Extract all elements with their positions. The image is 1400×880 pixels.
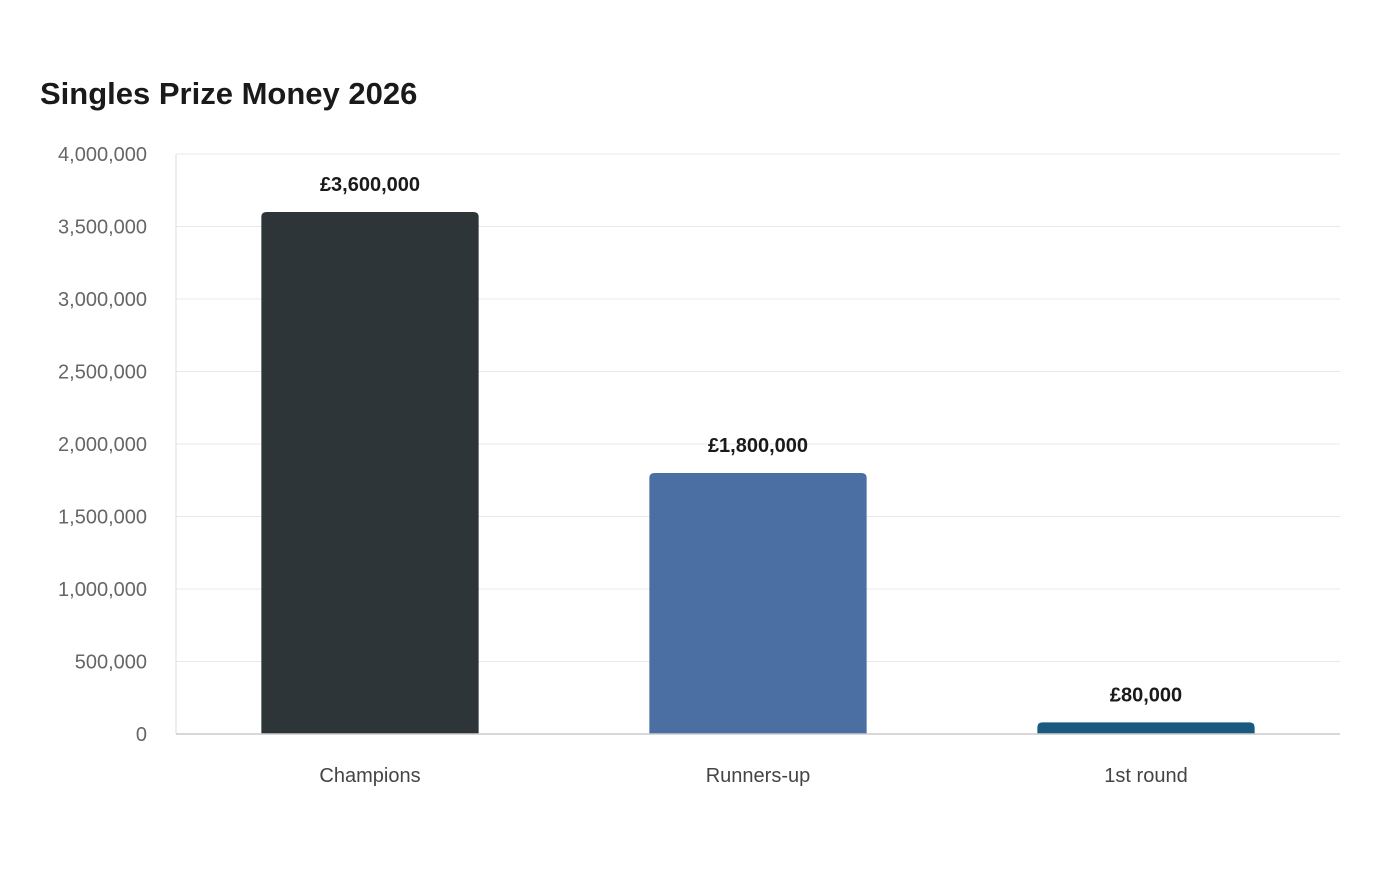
data-labels: £3,600,000 £1,800,000 £80,000 (320, 174, 1182, 706)
y-tick-label: 1,000,000 (58, 579, 147, 601)
data-label: £3,600,000 (320, 174, 420, 196)
y-tick-label: 1,500,000 (58, 507, 147, 529)
data-label: £1,800,000 (708, 435, 808, 457)
y-tick-label: 2,000,000 (58, 434, 147, 456)
y-tick-label: 0 (136, 724, 147, 746)
chart-title: Singles Prize Money 2026 (40, 76, 418, 111)
x-axis-categories: Champions Runners-up 1st round (319, 765, 1187, 787)
y-axis-ticks: 0 500,000 1,000,000 1,500,000 2,000,000 2,500… (58, 144, 147, 746)
x-tick-label: 1st round (1104, 765, 1187, 787)
x-tick-label: Champions (319, 765, 420, 787)
y-tick-label: 4,000,000 (58, 144, 147, 166)
bar-1st-round (1037, 722, 1255, 734)
y-tick-label: 3,500,000 (58, 217, 147, 239)
y-tick-label: 3,000,000 (58, 289, 147, 311)
y-tick-label: 500,000 (75, 652, 147, 674)
bar-runners-up (649, 473, 867, 734)
y-tick-label: 2,500,000 (58, 362, 147, 384)
bar-champions (261, 212, 479, 734)
bars (261, 212, 1255, 734)
axes (175, 154, 1340, 735)
x-tick-label: Runners-up (706, 765, 811, 787)
data-label: £80,000 (1110, 684, 1182, 706)
